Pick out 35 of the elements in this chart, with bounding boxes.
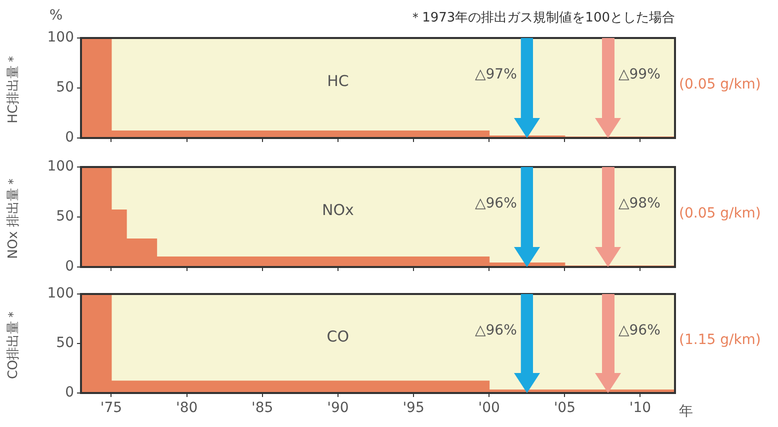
y-tick-label: 50 [56,80,74,96]
y-tick-label: 100 [47,158,74,175]
ref-line-label: △96% [474,322,517,338]
x-tick-label: '90 [327,400,349,416]
chart-subtitle: ＊1973年の排出ガス規制値を100とした場合 [409,10,675,26]
x-tick-label: '05 [554,400,576,416]
text: HC [327,72,349,90]
x-axis-title: 年 [679,404,693,420]
y-tick-label: 100 [47,286,74,302]
text: % [49,8,63,24]
x-tick-label: '75 [100,400,122,416]
y-tick-label: 0 [65,384,74,401]
x-tick-label: '00 [478,400,500,416]
y-axis-title: HC排出量＊ [6,52,22,124]
y-tick-label: 100 [47,30,74,46]
ref-line-label: △98% [618,196,660,212]
text: CO [326,327,350,346]
ref-line-label: △99% [618,66,660,83]
x-tick-label: '85 [252,400,274,416]
x-tick-label: '80 [176,400,198,416]
y-tick-label: 0 [65,130,74,146]
ref-line-label: △97% [474,66,517,83]
ref-line-label: △96% [618,322,660,338]
text: NOx [322,200,354,219]
x-tick-label: '95 [402,400,424,416]
y-tick-label: 50 [56,335,74,352]
y-axis-title: CO排出量＊ [6,308,22,380]
text: (0.05 g/km) [679,76,761,93]
y-tick-label: 0 [65,258,74,275]
text: (0.05 g/km) [679,206,761,222]
y-axis-title: NOx 排出量＊ [6,175,22,259]
x-tick-label: '10 [629,400,652,416]
ref-line-label: △96% [474,196,517,212]
text: (1.15 g/km) [679,332,761,348]
y-tick-label: 50 [56,208,74,225]
